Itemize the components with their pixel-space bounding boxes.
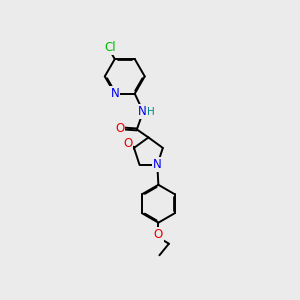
Text: O: O <box>123 137 132 150</box>
Text: Cl: Cl <box>104 41 116 54</box>
Text: O: O <box>115 122 124 135</box>
Text: N: N <box>110 87 119 100</box>
Text: H: H <box>147 106 154 117</box>
Text: O: O <box>154 228 163 241</box>
Text: N: N <box>153 158 162 171</box>
Text: N: N <box>138 105 146 118</box>
